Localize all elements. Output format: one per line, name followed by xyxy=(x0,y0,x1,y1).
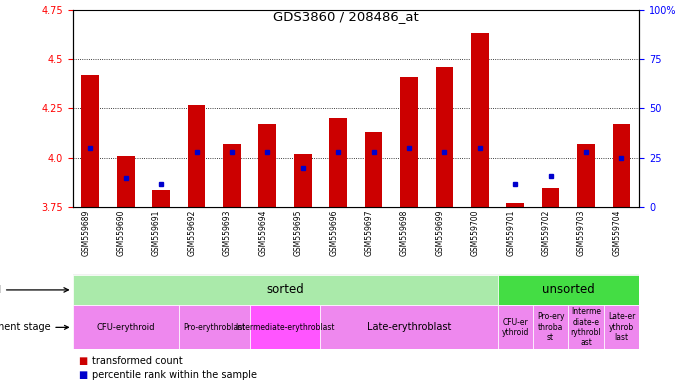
Bar xyxy=(604,305,639,349)
Bar xyxy=(82,75,99,207)
Text: development stage: development stage xyxy=(0,322,68,333)
Text: GSM559691: GSM559691 xyxy=(152,209,161,256)
Text: Late-erythroblast: Late-erythroblast xyxy=(367,322,451,333)
Bar xyxy=(188,104,205,207)
Text: percentile rank within the sample: percentile rank within the sample xyxy=(92,371,257,381)
Bar xyxy=(330,118,347,207)
Bar xyxy=(613,124,630,207)
Bar xyxy=(294,154,312,207)
Text: GSM559701: GSM559701 xyxy=(507,209,515,256)
Text: GSM559694: GSM559694 xyxy=(258,209,267,256)
Text: sorted: sorted xyxy=(266,283,304,296)
Bar xyxy=(498,305,533,349)
Bar xyxy=(533,305,569,349)
Bar xyxy=(249,305,321,349)
Text: GSM559699: GSM559699 xyxy=(435,209,444,256)
Text: Pro-erythroblast: Pro-erythroblast xyxy=(183,323,245,332)
Text: ■: ■ xyxy=(78,356,88,366)
Text: ■: ■ xyxy=(78,371,88,381)
Text: GSM559690: GSM559690 xyxy=(117,209,126,256)
Text: transformed count: transformed count xyxy=(92,356,182,366)
Text: protocol: protocol xyxy=(0,285,68,295)
Text: Late-er
ythrob
last: Late-er ythrob last xyxy=(608,313,635,342)
Bar xyxy=(365,132,382,207)
Bar xyxy=(117,156,135,207)
Bar xyxy=(577,144,595,207)
Bar xyxy=(321,305,498,349)
Bar xyxy=(400,77,418,207)
Text: Intermediate-erythroblast: Intermediate-erythroblast xyxy=(236,323,334,332)
Bar xyxy=(223,144,240,207)
Bar xyxy=(179,305,249,349)
Text: GSM559703: GSM559703 xyxy=(577,209,586,256)
Text: GSM559698: GSM559698 xyxy=(400,209,409,256)
Text: GSM559692: GSM559692 xyxy=(187,209,196,256)
Text: CFU-er
ythroid: CFU-er ythroid xyxy=(502,318,529,337)
Text: GSM559704: GSM559704 xyxy=(612,209,621,256)
Text: GSM559702: GSM559702 xyxy=(542,209,551,256)
Bar xyxy=(152,190,170,207)
Bar xyxy=(568,305,604,349)
Text: GSM559693: GSM559693 xyxy=(223,209,232,256)
Text: Pro-ery
throba
st: Pro-ery throba st xyxy=(537,313,565,342)
Text: GSM559695: GSM559695 xyxy=(294,209,303,256)
Bar xyxy=(498,275,639,305)
Text: unsorted: unsorted xyxy=(542,283,595,296)
Text: GSM559689: GSM559689 xyxy=(82,209,91,256)
Text: Interme
diate-e
rythrobl
ast: Interme diate-e rythrobl ast xyxy=(571,307,601,348)
Bar xyxy=(73,305,179,349)
Bar xyxy=(507,204,524,207)
Bar xyxy=(471,33,489,207)
Text: GDS3860 / 208486_at: GDS3860 / 208486_at xyxy=(273,10,418,23)
Text: GSM559697: GSM559697 xyxy=(365,209,374,256)
Text: GSM559700: GSM559700 xyxy=(471,209,480,256)
Text: GSM559696: GSM559696 xyxy=(329,209,338,256)
Bar xyxy=(542,188,560,207)
Bar xyxy=(435,67,453,207)
Text: CFU-erythroid: CFU-erythroid xyxy=(97,323,155,332)
Bar xyxy=(258,124,276,207)
Bar xyxy=(73,275,498,305)
